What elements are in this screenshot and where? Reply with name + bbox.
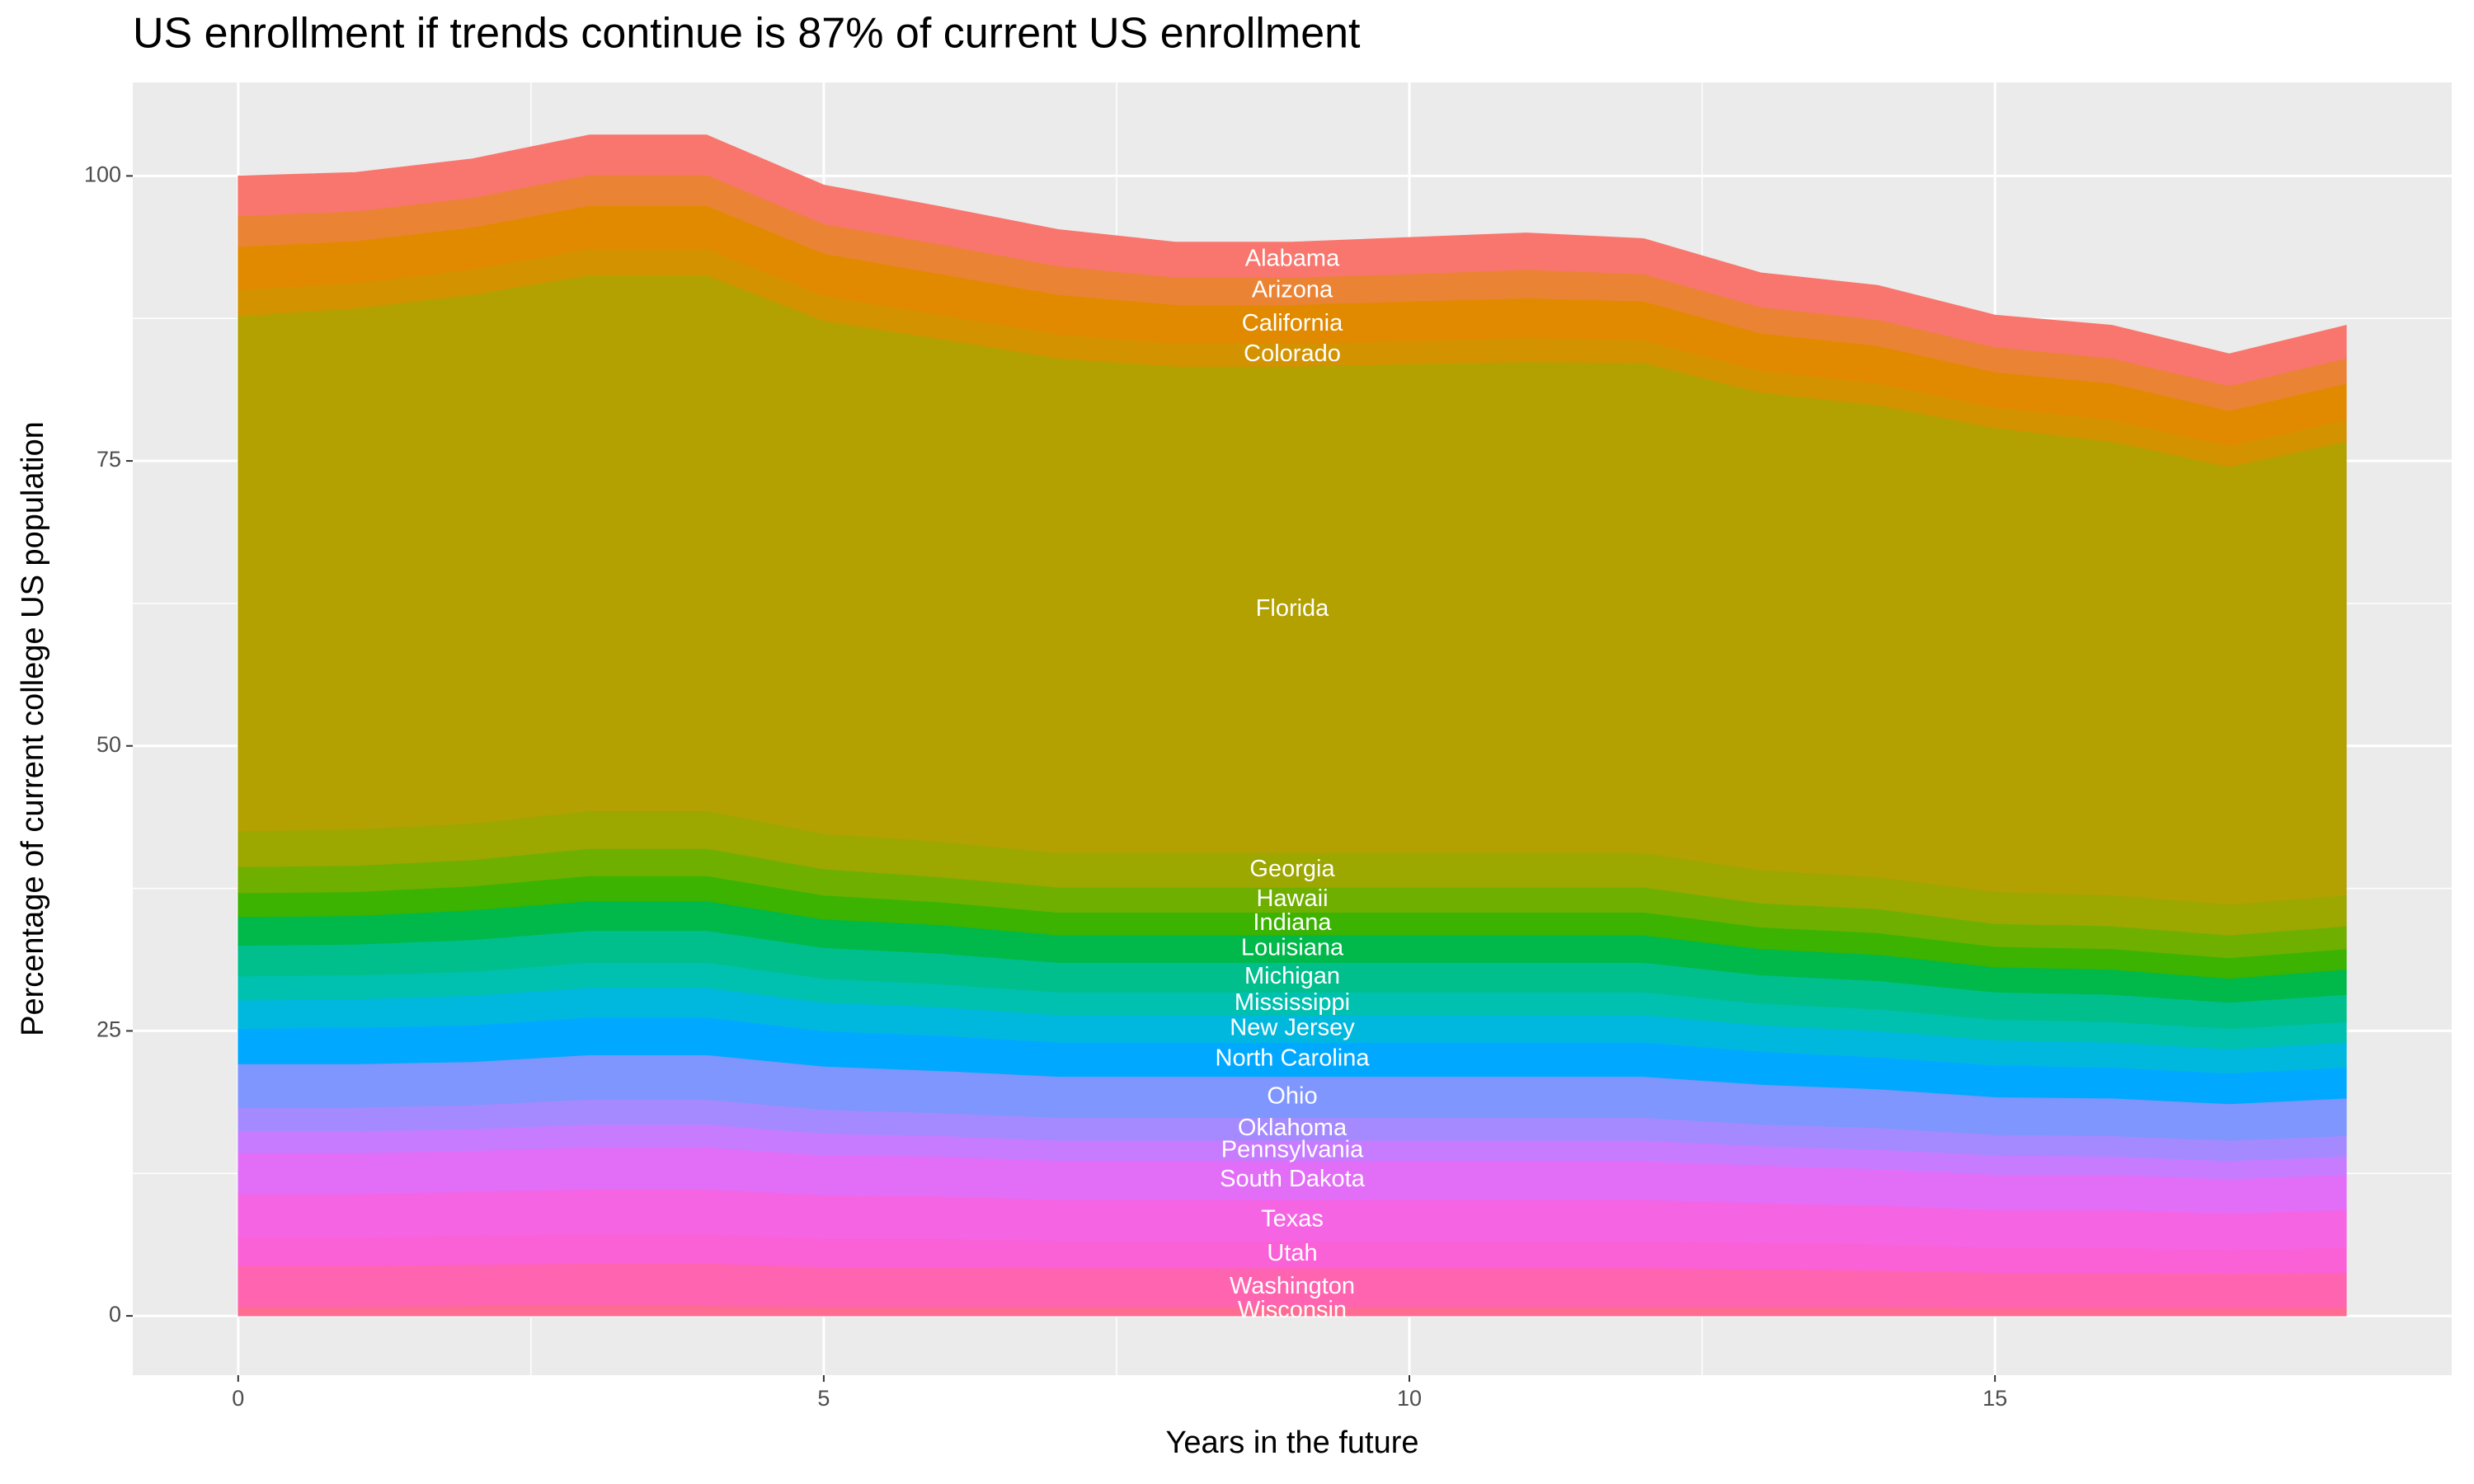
series-label: Washington	[1230, 1273, 1355, 1299]
series-label: Utah	[1267, 1240, 1317, 1266]
series-label: Wisconsin	[1238, 1297, 1347, 1323]
x-tick-label: 15	[1982, 1386, 2007, 1411]
series-label: Michigan	[1244, 963, 1340, 989]
y-tick-label: 0	[109, 1302, 121, 1327]
y-tick-label: 100	[84, 162, 121, 187]
x-axis-title: Years in the future	[1165, 1425, 1418, 1460]
series-label: Oklahoma	[1238, 1115, 1348, 1141]
series-label: Texas	[1261, 1206, 1324, 1233]
series-label: Alabama	[1245, 246, 1340, 272]
x-tick-label: 10	[1397, 1386, 1422, 1411]
series-label: Florida	[1256, 595, 1330, 622]
series-label: North Carolina	[1216, 1045, 1371, 1072]
x-tick-label: 5	[817, 1386, 830, 1411]
series-label: Indiana	[1253, 909, 1332, 936]
series-label: Georgia	[1249, 856, 1335, 882]
y-tick-label: 75	[96, 447, 121, 472]
series-label: New Jersey	[1230, 1014, 1355, 1040]
y-tick-label: 25	[96, 1017, 121, 1042]
y-axis-title: Percentage of current college US populat…	[16, 421, 50, 1036]
series-label: Hawaii	[1256, 885, 1328, 912]
y-tick-label: 50	[96, 732, 121, 757]
series-label: Arizona	[1252, 277, 1333, 303]
series-label: Pennsylvania	[1221, 1136, 1364, 1162]
series-label: Ohio	[1267, 1082, 1317, 1109]
series-label: South Dakota	[1220, 1166, 1366, 1192]
x-tick-label: 0	[232, 1386, 244, 1411]
series-label: Louisiana	[1241, 935, 1344, 961]
area	[238, 134, 2347, 387]
series-label: Colorado	[1244, 340, 1341, 367]
chart-title: US enrollment if trends continue is 87% …	[133, 10, 1361, 58]
series-label: California	[1242, 310, 1343, 336]
series-label: Mississippi	[1235, 989, 1350, 1016]
